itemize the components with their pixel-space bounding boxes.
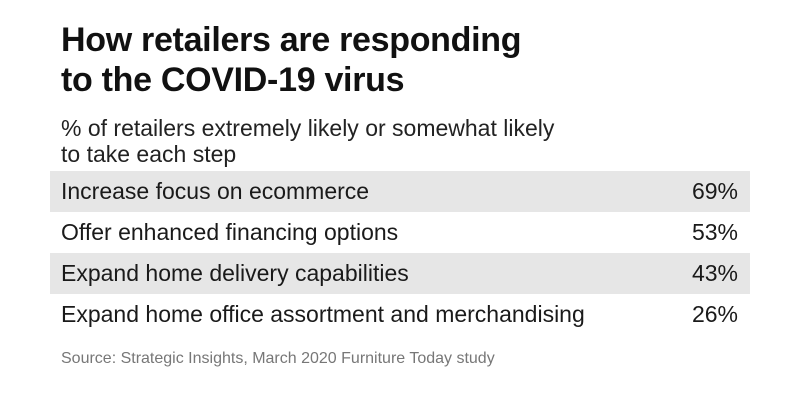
chart-title: How retailers are responding to the COVI… (61, 20, 761, 100)
row-label: Expand home office assortment and mercha… (61, 301, 585, 327)
row-value: 53% (691, 219, 738, 245)
table-row: Increase focus on ecommerce 69% (50, 171, 750, 212)
chart-subtitle: % of retailers extremely likely or somew… (61, 115, 741, 167)
row-value: 43% (691, 260, 738, 286)
chart-subtitle-line-2: to take each step (61, 141, 237, 167)
table-row: Expand home office assortment and mercha… (50, 294, 750, 335)
chart-title-line-2: to the COVID-19 virus (61, 61, 405, 99)
table-row: Offer enhanced financing options 53% (50, 212, 750, 253)
data-table: Increase focus on ecommerce 69% Offer enha… (50, 171, 750, 335)
chart-title-line-1: How retailers are responding (61, 21, 522, 59)
row-value: 69% (691, 178, 738, 204)
table-row: Expand home delivery capabilities 43% (50, 253, 750, 294)
row-label: Expand home delivery capabilities (61, 260, 409, 286)
row-label: Increase focus on ecommerce (61, 178, 370, 204)
row-value: 26% (691, 301, 738, 327)
chart-subtitle-line-1: % of retailers extremely likely or somew… (61, 115, 555, 141)
source-note: Source: Strategic Insights, March 2020 F… (61, 350, 495, 367)
row-label: Offer enhanced financing options (61, 219, 399, 245)
